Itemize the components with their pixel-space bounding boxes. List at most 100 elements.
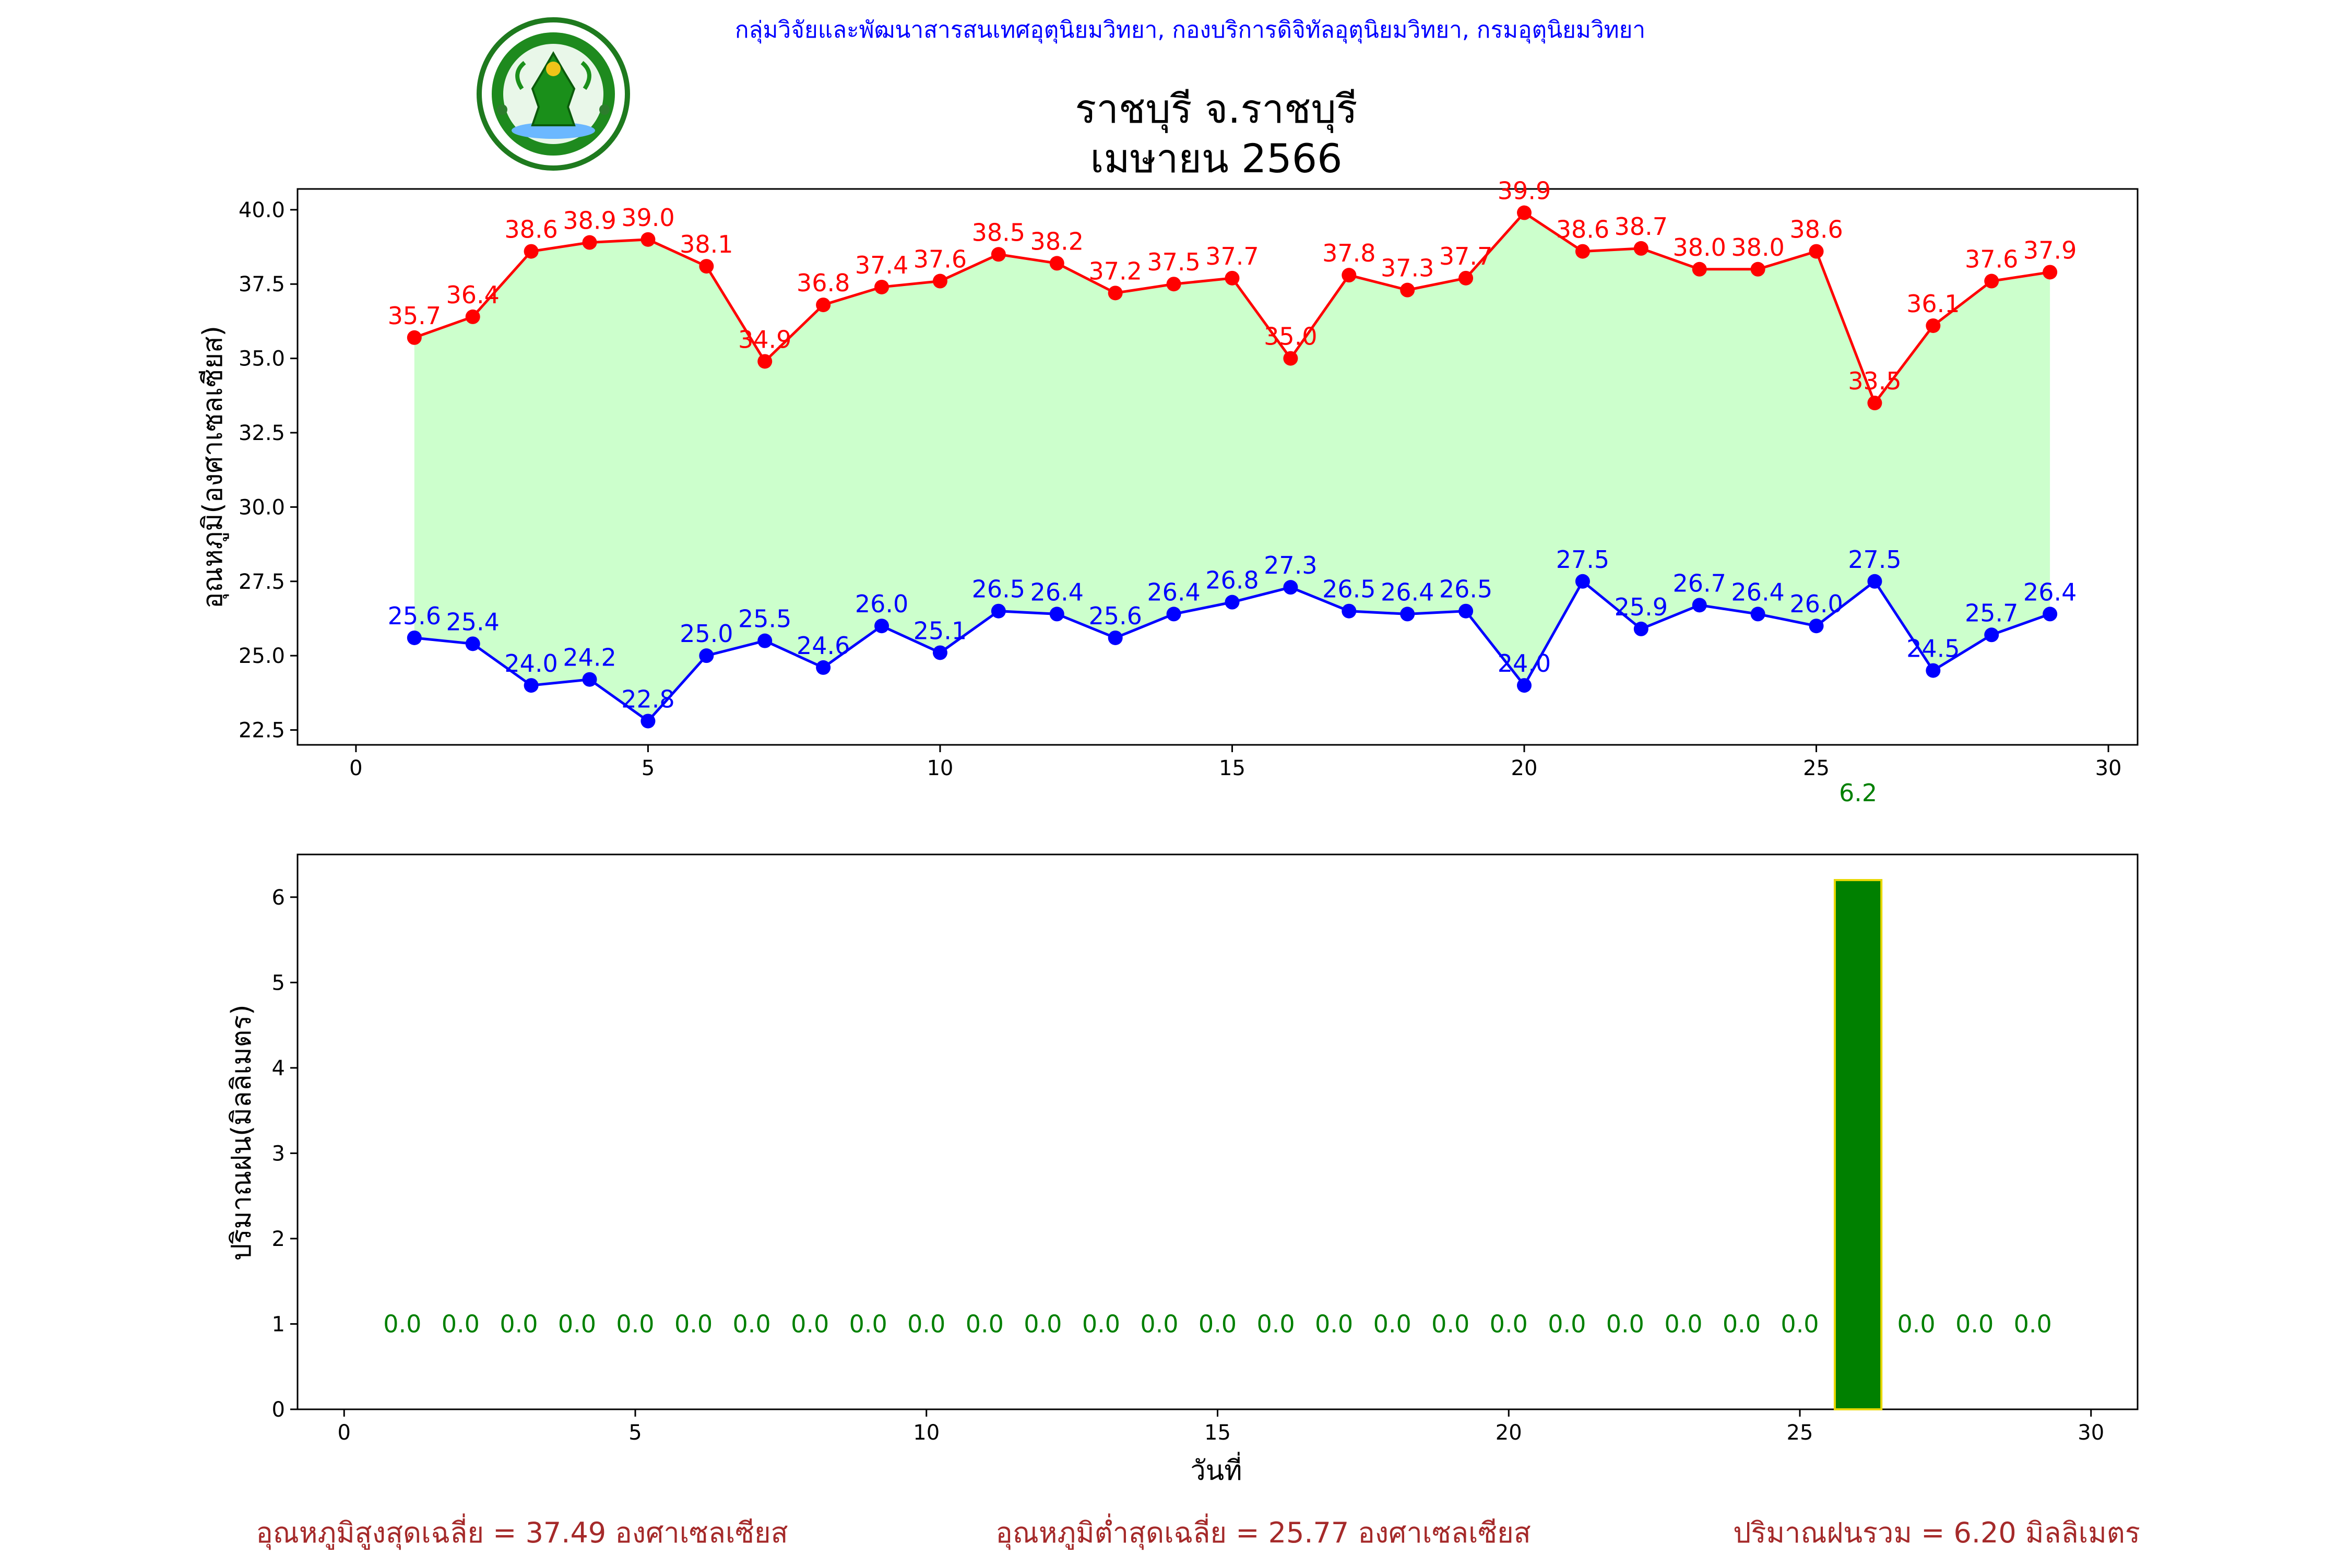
rainfall-plot-frame: [296, 853, 2139, 1410]
max-temp-point: [407, 330, 422, 345]
min-temp-point: [874, 619, 889, 634]
rain-value-label: 0.0: [1548, 1310, 1586, 1338]
rain-value-label: 0.0: [674, 1310, 713, 1338]
max-temp-label: 36.4: [446, 281, 500, 309]
max-temp-point: [524, 244, 539, 259]
rain-value-label: 0.0: [733, 1310, 771, 1338]
min-temp-label: 22.8: [621, 685, 674, 713]
max-temp-point: [1867, 396, 1882, 411]
max-temp-label: 36.1: [1906, 290, 1960, 318]
x-tick-label: 0: [349, 756, 362, 780]
min-temp-label: 25.0: [680, 620, 733, 648]
max-temp-point: [1809, 244, 1824, 259]
min-temp-point: [407, 630, 422, 645]
y-tick-label: 3: [272, 1142, 285, 1166]
min-temp-point: [2043, 607, 2058, 622]
x-tick-label: 5: [642, 756, 655, 780]
max-temp-point: [1108, 286, 1123, 301]
max-temp-point: [1633, 241, 1648, 256]
rain-value-label: 0.0: [791, 1310, 829, 1338]
min-temp-point: [1400, 607, 1415, 622]
min-temp-point: [1458, 603, 1474, 619]
x-tick-label: 30: [2095, 756, 2122, 780]
max-temp-point: [1458, 270, 1474, 286]
rain-value-label: 0.0: [1256, 1310, 1295, 1338]
min-temp-point: [1750, 607, 1765, 622]
max-temp-label: 37.3: [1381, 254, 1434, 282]
min-temp-point: [1633, 621, 1648, 636]
min-temp-point: [1809, 619, 1824, 634]
rain-value-label: 0.0: [383, 1310, 421, 1338]
min-temp-label: 27.5: [1556, 545, 1609, 574]
min-temp-label: 26.8: [1205, 566, 1259, 595]
max-temp-label: 37.7: [1205, 242, 1259, 270]
rain-value-label: 0.0: [1490, 1310, 1528, 1338]
min-temp-point: [699, 648, 714, 663]
max-temp-point: [1283, 351, 1298, 366]
rain-value-label: 0.0: [907, 1310, 945, 1338]
org-line: กลุ่มวิจัยและพัฒนาสารสนเทศอุตุนิยมวิทยา,…: [735, 17, 1645, 44]
min-temp-point: [1517, 678, 1532, 693]
min-temp-label: 26.0: [1789, 590, 1843, 618]
temperature-x-axis: 0 5 10 15 20 25 30: [349, 745, 2122, 780]
max-temp-label: 39.9: [1498, 177, 1551, 205]
min-temp-point: [1283, 580, 1298, 595]
min-temp-label: 24.0: [1498, 649, 1551, 678]
y-tick-label: 37.5: [239, 272, 285, 296]
min-temp-label: 25.7: [1965, 599, 2018, 627]
max-temp-label: 38.0: [1673, 233, 1726, 262]
x-tick-label: 20: [1511, 756, 1538, 780]
max-temp-point: [1049, 256, 1064, 271]
max-temp-label: 38.5: [972, 218, 1025, 246]
min-temp-point: [757, 633, 773, 648]
y-tick-label: 4: [272, 1056, 285, 1080]
rain-value-label: 0.0: [558, 1310, 596, 1338]
max-temp-point: [1750, 262, 1765, 277]
min-temp-point: [582, 672, 597, 687]
rain-value-label: 0.0: [1664, 1310, 1702, 1338]
temperature-y-label: อุณหภูมิ(องศาเซลเซียส): [197, 326, 229, 609]
min-temp-label: 24.6: [797, 632, 850, 660]
y-tick-label: 22.5: [239, 719, 285, 743]
temperature-panel: 0 5 10 15 20 25 30 22.5 25.0 27.5 30.0 32.5 35.0 37.…: [197, 177, 2139, 780]
max-temp-label: 39.0: [621, 204, 674, 232]
rain-value-label: 0.0: [1199, 1310, 1237, 1338]
max-temp-point: [1342, 268, 1357, 283]
max-temp-point: [757, 354, 773, 369]
y-tick-label: 0: [272, 1398, 285, 1422]
max-temp-point: [1692, 262, 1707, 277]
max-temp-point: [1926, 318, 1941, 333]
max-temp-label: 38.1: [680, 230, 733, 258]
max-temp-point: [1400, 282, 1415, 298]
y-tick-label: 30.0: [239, 495, 285, 519]
rainfall-y-axis: 0 1 2 3 4 5 6: [272, 886, 298, 1422]
rainfall-bars: [1833, 879, 1883, 1410]
max-temp-point: [816, 298, 831, 313]
max-temp-label: 37.6: [1965, 245, 2018, 274]
min-temp-label: 25.6: [388, 602, 441, 630]
max-temp-label: 35.0: [1264, 323, 1317, 351]
y-tick-label: 1: [272, 1312, 285, 1336]
max-temp-label: 37.2: [1088, 257, 1142, 285]
min-temp-point: [1692, 598, 1707, 613]
max-temp-point: [699, 259, 714, 274]
min-temp-point: [1108, 630, 1123, 645]
rain-value-label: 0.0: [1431, 1310, 1469, 1338]
max-temp-label: 37.5: [1147, 248, 1200, 276]
x-tick-label: 15: [1219, 756, 1245, 780]
max-temp-point: [932, 274, 947, 289]
temperature-y-axis: 22.5 25.0 27.5 30.0 32.5 35.0 37.5 40.0: [239, 198, 298, 743]
temperature-range-fill: [414, 212, 2050, 721]
max-temp-point: [1984, 274, 1999, 289]
chart-title: ราชบุรี จ.ราชบุรี: [1075, 86, 1357, 133]
summary-total-rain: ปริมาณฝนรวม = 6.20 มิลลิเมตร: [1733, 1516, 2140, 1549]
max-temp-label: 37.7: [1439, 242, 1492, 270]
rain-value-label: 0.0: [849, 1310, 887, 1338]
x-tick-label: 15: [1204, 1421, 1231, 1445]
min-temp-label: 26.0: [855, 590, 908, 618]
x-tick-label: 10: [913, 1421, 940, 1445]
y-tick-label: 6: [272, 886, 285, 910]
min-temp-label: 26.4: [1731, 578, 1784, 606]
min-temp-label: 26.7: [1673, 569, 1726, 597]
